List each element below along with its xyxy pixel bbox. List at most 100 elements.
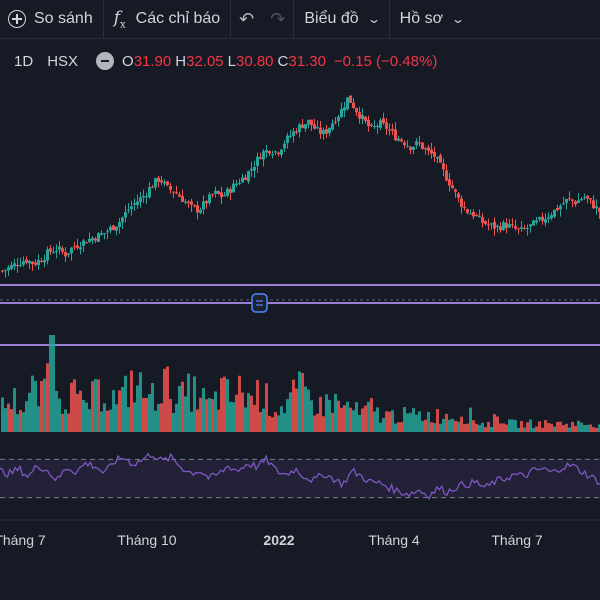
pane-drag-icon[interactable]	[251, 293, 268, 313]
volume-bar	[205, 399, 208, 432]
volume-bar	[235, 394, 238, 432]
volume-bar	[370, 398, 373, 432]
volume-bar	[124, 375, 127, 432]
candle-body	[427, 147, 430, 151]
volume-bar	[208, 398, 211, 432]
undo-icon[interactable]: ↶	[239, 8, 255, 29]
volume-bar	[559, 421, 562, 432]
candle-body	[103, 233, 106, 235]
candle-body	[160, 180, 163, 183]
candle-body	[247, 171, 250, 182]
candle-body	[13, 263, 16, 267]
candle-body	[133, 203, 136, 205]
candle-body	[181, 195, 184, 202]
volume-bar	[145, 397, 148, 432]
volume-bar	[445, 413, 448, 432]
indicators-label: Các chỉ báo	[135, 10, 221, 27]
volume-bar	[259, 412, 262, 432]
chart-menu-button[interactable]: Biểu đồ ⌄	[294, 0, 388, 38]
volume-bar	[193, 376, 196, 432]
candle-body	[580, 199, 583, 201]
candle-body	[163, 181, 166, 184]
volume-bar	[244, 407, 247, 432]
volume-bar	[337, 400, 340, 432]
candle-body	[502, 222, 505, 230]
candle-body	[91, 238, 94, 241]
volume-bar	[556, 421, 559, 432]
candle-body	[352, 102, 355, 108]
volume-bar	[85, 402, 88, 432]
candle-body	[310, 119, 313, 126]
exchange-label[interactable]: HSX	[47, 52, 79, 70]
volume-bar	[517, 427, 520, 432]
volume-bar	[520, 420, 523, 432]
volume-bar	[64, 409, 67, 432]
candle-body	[346, 97, 349, 110]
candle-body	[142, 196, 145, 198]
candle-body	[535, 220, 538, 223]
volume-bar	[196, 409, 199, 432]
volume-bar	[46, 363, 49, 432]
candle-body	[505, 222, 508, 229]
candle-body	[280, 149, 283, 155]
volume-bar	[148, 394, 151, 432]
candle-body	[118, 221, 121, 228]
candle-body	[7, 267, 10, 271]
candle-body	[469, 213, 472, 215]
volume-bar	[400, 422, 403, 432]
volume-bar	[55, 390, 58, 432]
volume-bar	[532, 428, 535, 432]
candle-body	[322, 130, 325, 135]
candle-body	[541, 216, 544, 221]
volume-bar	[172, 413, 175, 432]
x-axis-label: Tháng 4	[368, 532, 420, 548]
volume-bar	[319, 396, 322, 432]
volume-bar	[163, 368, 166, 432]
compare-button[interactable]: So sánh	[0, 0, 103, 38]
volume-bar	[571, 421, 574, 432]
volume-bar	[202, 388, 205, 432]
candle-body	[37, 259, 40, 266]
candle-body	[217, 191, 220, 194]
volume-bar	[451, 418, 454, 432]
volume-bar	[253, 404, 256, 432]
candle-body	[430, 149, 433, 154]
plus-circle-icon	[8, 10, 26, 28]
volume-bar	[289, 392, 292, 432]
candle-body	[97, 233, 100, 242]
candle-body	[388, 129, 391, 131]
candle-body	[241, 177, 244, 183]
interval-label[interactable]: 1D	[14, 52, 34, 70]
candle-body	[595, 206, 598, 209]
candle-body	[340, 108, 343, 118]
candle-body	[577, 200, 580, 203]
volume-bar	[334, 393, 337, 432]
candle-body	[442, 163, 445, 170]
volume-bar	[295, 388, 298, 432]
candle-body	[127, 209, 130, 211]
volume-bar	[28, 392, 31, 432]
volume-bar	[529, 419, 532, 432]
candle-body	[73, 246, 76, 248]
candle-body	[583, 197, 586, 199]
candle-body	[286, 135, 289, 144]
volume-bar	[277, 415, 280, 432]
volume-bar	[112, 390, 115, 432]
volume-bar	[316, 413, 319, 432]
volume-bar	[565, 423, 568, 432]
volume-bar	[496, 416, 499, 432]
candle-body	[304, 124, 307, 129]
candle-body	[112, 225, 115, 230]
candle-body	[256, 156, 259, 167]
profile-menu-button[interactable]: Hồ sơ ⌄	[390, 0, 473, 38]
indicators-button[interactable]: fx Các chỉ báo	[104, 0, 230, 38]
eye-hide-icon[interactable]	[96, 52, 115, 70]
candle-body	[472, 211, 475, 217]
candle-body	[349, 95, 352, 103]
candle-body	[94, 238, 97, 241]
x-axis-label: 2022	[263, 532, 294, 548]
candle-body	[244, 177, 247, 180]
open-key: O	[122, 52, 134, 70]
volume-bar	[76, 393, 79, 432]
